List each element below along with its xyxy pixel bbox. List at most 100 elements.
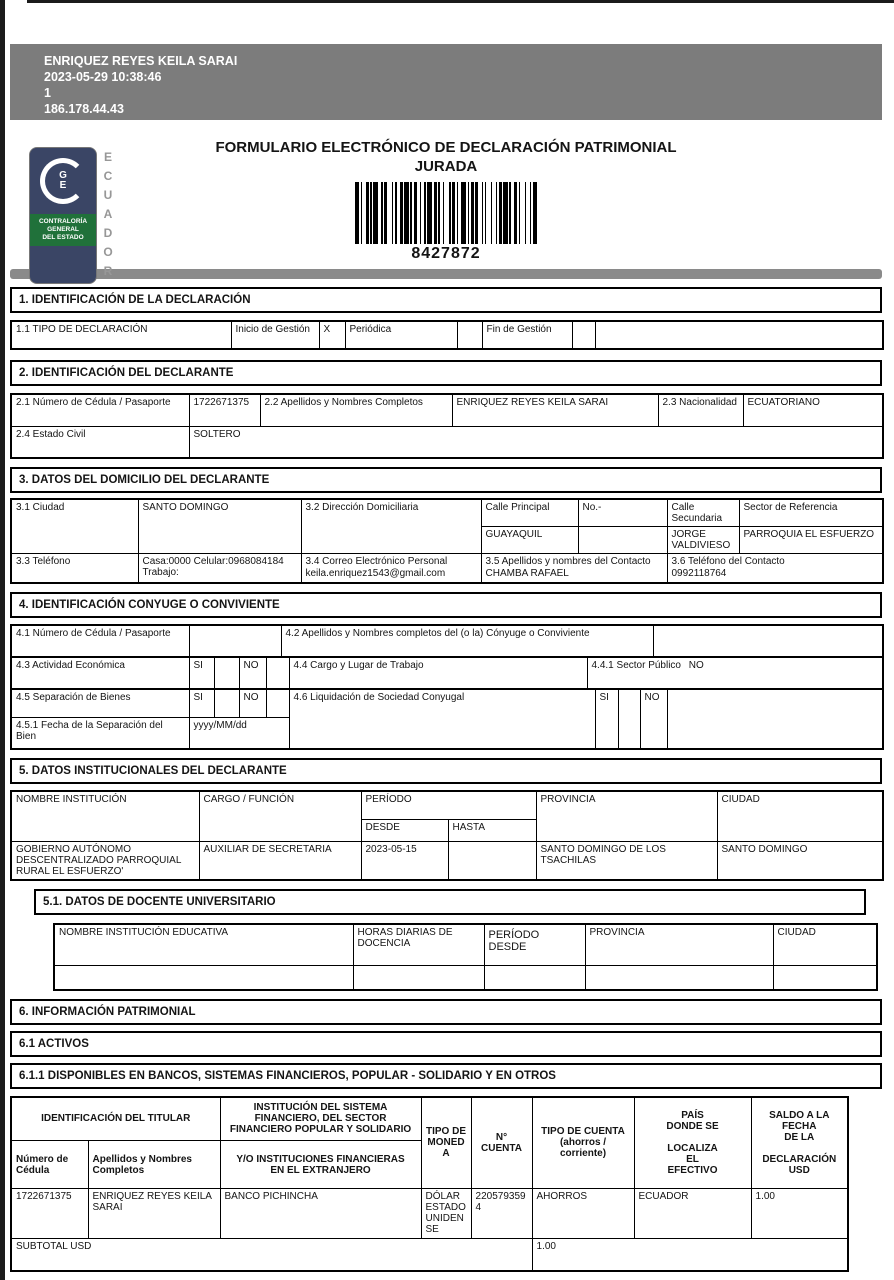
section2-table: 2.1 Número de Cédula / Pasaporte 1722671… [10,393,884,459]
sector-value: PARROQUIA EL ESFUERZO [738,526,884,554]
institucional-data-row: GOBIERNO AUTÓNOMO DESCENTRALIZADO PARROQ… [10,840,884,880]
liquidacion-no-label: NO [639,688,668,750]
periodica-checkbox [456,320,483,350]
liquidacion-no-checkbox [666,688,884,750]
contacto-label: 3.5 Apellidos y nombres del Contacto [485,556,651,567]
cargo-trabajo-label: 4.4 Cargo y Lugar de Trabajo [288,656,588,690]
print-declarant-name: ENRIQUEZ REYES KEILA SARAI [44,54,238,68]
col-docente-ciudad: CIUDAD [772,923,878,966]
cge-monogram: G E [30,148,96,214]
bank-data-row: 1722671375 ENRIQUEZ REYES KEILA SARAI BA… [10,1188,849,1239]
col-horas-docencia: HORAS DIARIAS DE DOCENCIA [352,923,485,966]
telefono-contacto-label: 3.6 Teléfono del Contacto [671,556,785,567]
liquidacion-label: 4.6 Liquidación de Sociedad Conyugal [288,688,596,750]
bank-header-row1: IDENTIFICACIÓN DEL TITULAR INSTITUCIÓN D… [10,1096,849,1189]
tipo-declaracion-row: 1.1 TIPO DE DECLARACIÓN Inicio de Gestió… [10,320,884,350]
col-periodo: PERÍODO [360,790,537,820]
fecha-separacion-label: 4.5.1 Fecha de la Separación del Bien [10,716,190,750]
calle-principal-label: Calle Principal [480,498,579,527]
subtotal-label: SUBTOTAL USD [10,1238,533,1271]
declarante-row2: 2.4 Estado Civil SOLTERO [10,425,884,459]
nacionalidad-value: ECUATORIANO [742,393,884,427]
bank-tipo-cuenta-value: AHORROS [531,1188,635,1239]
section6-header: 6. INFORMACIÓN PATRIMONIAL [10,998,882,1025]
form-title-line2: JURADA [414,158,478,175]
ciudad-value: SANTO DOMINGO [716,840,884,880]
section2-header: 2. IDENTIFICACIÓN DEL DECLARANTE [10,360,882,386]
separacion-label: 4.5 Separación de Bienes [10,688,190,718]
col-ciudad: CIUDAD [716,790,884,842]
correo-label: 3.4 Correo Electrónico Personal [305,556,448,567]
sector-publico-label: 4.4.1 Sector Público [591,660,682,671]
actividad-row: 4.3 Actividad Económica SI NO 4.4 Cargo … [10,656,884,690]
inicio-gestion-label: Inicio de Gestión [230,320,320,350]
cargo-value: AUXILIAR DE SECRETARIA [198,840,362,880]
fecha-separacion-row: 4.5.1 Fecha de la Separación del Bien yy… [10,716,883,750]
calle-principal-value: GUAYAQUIL [480,526,579,554]
conyuge-nombres-label: 4.2 Apellidos y Nombres completos del (o… [280,624,654,658]
print-header-bar: ENRIQUEZ REYES KEILA SARAI 2023-05-29 10… [10,44,882,120]
col-institucion-educativa: NOMBRE INSTITUCIÓN EDUCATIVA [53,923,354,966]
bank-saldo-value: 1.00 [750,1188,849,1239]
cedula-value: 1722671375 [188,393,261,427]
section4-row1-table: 4.1 Número de Cédula / Pasaporte 4.2 Ape… [10,624,884,658]
provincia-value: SANTO DOMINGO DE LOS TSACHILAS [535,840,718,880]
actividad-si-checkbox [213,656,240,690]
col-tipo-cuenta: TIPO DE CUENTA (ahorros / corriente) [531,1096,635,1189]
nombres-value: ENRIQUEZ REYES KEILA SARAI [451,393,659,427]
tipo-declaracion-label: 1.1 TIPO DE DECLARACIÓN [10,320,232,350]
contacto-row: 3.3 Teléfono Casa:0000 Celular:096808418… [10,553,884,584]
sector-label: Sector de Referencia [738,498,884,527]
conyuge-nombres-value [652,624,884,658]
separacion-no-label: NO [238,688,267,718]
estado-civil-value: SOLTERO [188,425,884,459]
cge-letter-g: G [59,170,67,181]
print-ip-address: 186.178.44.43 [44,102,124,116]
institucion-value: GOBIERNO AUTÓNOMO DESCENTRALIZADO PARROQ… [10,840,200,880]
page-left-edge [0,0,5,1280]
col-tipo-moneda: TIPO DE MONEDA [420,1096,472,1189]
conyuge-cedula-label: 4.1 Número de Cédula / Pasaporte [10,624,190,658]
ciudad-value: SANTO DOMINGO [137,498,302,554]
actividad-no-checkbox [265,656,290,690]
col-hasta: HASTA [447,818,537,842]
form-page: ENRIQUEZ REYES KEILA SARAI 2023-05-29 10… [10,0,884,1272]
col-desde: DESDE [360,818,449,842]
separacion-no-checkbox [265,688,290,718]
desde-value: 2023-05-15 [360,840,449,880]
section5-table: NOMBRE INSTITUCIÓN CARGO / FUNCIÓN PERÍO… [10,790,884,881]
cge-org-name: CONTRALORÍA GENERAL DEL ESTADO [30,214,96,246]
cge-logo: G E CONTRALORÍA GENERAL DEL ESTADO ECUAD… [30,148,115,283]
separator-bar [10,269,882,279]
ciudad-label: 3.1 Ciudad [10,498,139,554]
section611-header: 6.1.1 DISPONIBLES EN BANCOS, SISTEMAS FI… [10,1062,882,1089]
cge-logo-box: G E CONTRALORÍA GENERAL DEL ESTADO [30,148,96,283]
periodica-label: Periódica [344,320,458,350]
docente-empty-row [53,965,878,990]
conyuge-cedula-row: 4.1 Número de Cédula / Pasaporte 4.2 Ape… [10,624,884,658]
liquidacion-si-label: SI [594,688,619,750]
fin-gestion-label: Fin de Gestión [481,320,573,350]
col-apellidos-nombres: Apellidos y Nombres Completos [87,1140,221,1189]
form-title-line1: FORMULARIO ELECTRÓNICO DE DECLARACIÓN PA… [215,139,677,156]
section4-row2-table: 4.3 Actividad Económica SI NO 4.4 Cargo … [10,656,884,690]
declarante-row1: 2.1 Número de Cédula / Pasaporte 1722671… [10,393,884,427]
bank-header-row2: Número de Cédula Apellidos y Nombres Com… [10,1140,848,1189]
section61-header: 6.1 ACTIVOS [10,1030,882,1057]
fecha-separacion-value: yyyy/MM/dd [188,716,290,750]
calle-secundaria-value: JORGE VALDIVIESO [666,526,740,554]
institucional-header-row1: NOMBRE INSTITUCIÓN CARGO / FUNCIÓN PERÍO… [10,790,884,842]
docente-header-row: NOMBRE INSTITUCIÓN EDUCATIVA HORAS DIARI… [53,923,878,966]
sector-publico-value: NO [688,660,704,671]
bank-institucion-value: BANCO PICHINCHA [219,1188,422,1239]
subtotal-value: 1.00 [531,1238,849,1271]
col-docente-provincia: PROVINCIA [584,923,774,966]
calle-secundaria-label: Calle Secundaria [666,498,740,527]
cge-c-ring-icon [40,158,86,204]
bank-accounts-table: IDENTIFICACIÓN DEL TITULAR INSTITUCIÓN D… [10,1095,850,1272]
section3-table: 3.1 Ciudad SANTO DOMINGO 3.2 Dirección D… [10,498,884,584]
hasta-value [447,840,537,880]
liquidacion-si-checkbox [617,688,641,750]
direccion-label: 3.2 Dirección Domiciliaria [300,498,482,554]
logo-country-label: ECUADOR [101,150,115,283]
